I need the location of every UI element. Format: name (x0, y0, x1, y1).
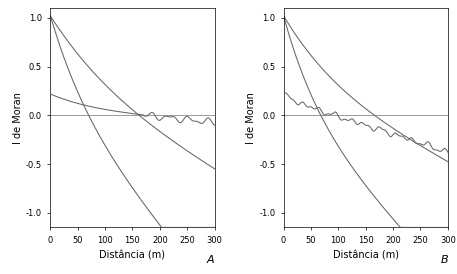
X-axis label: Distância (m): Distância (m) (100, 250, 165, 260)
Y-axis label: I de Moran: I de Moran (13, 92, 23, 144)
Y-axis label: I de Moran: I de Moran (246, 92, 256, 144)
Text: A: A (207, 255, 215, 265)
Text: B: B (440, 255, 448, 265)
X-axis label: Distância (m): Distância (m) (333, 250, 399, 260)
